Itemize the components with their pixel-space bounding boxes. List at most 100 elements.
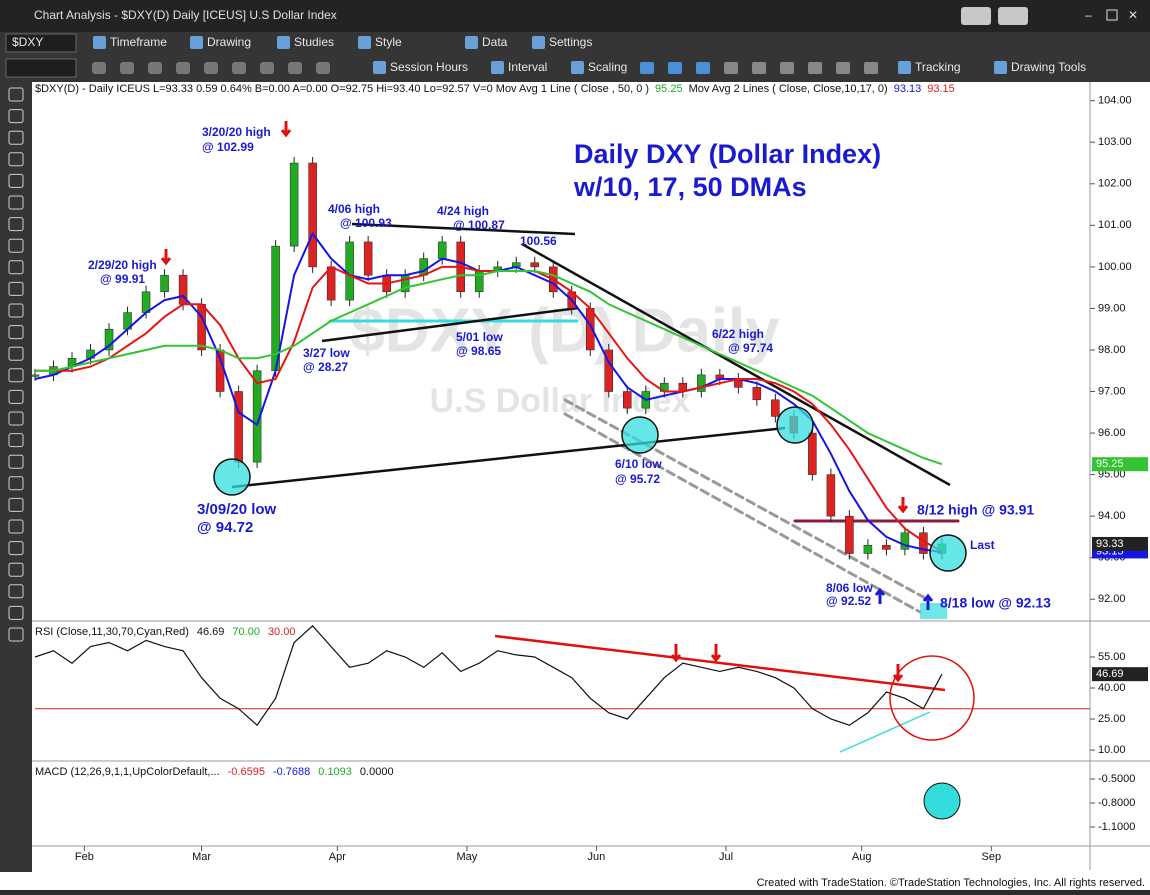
tool-icon[interactable] [8, 260, 24, 275]
y-tick-label: 99.00 [1098, 302, 1126, 314]
toolbar-button[interactable]: Drawing Tools [1011, 60, 1086, 74]
candle [326, 266, 336, 301]
tool-icon[interactable] [8, 541, 24, 556]
candle [104, 328, 114, 351]
status-value: 95.25 [655, 83, 683, 95]
toolbar-icon[interactable] [120, 62, 134, 74]
candle [345, 241, 354, 301]
toolbar-icon[interactable] [148, 62, 162, 74]
toolbar-button[interactable]: Studies [294, 35, 334, 49]
symbol-box[interactable] [5, 33, 77, 53]
tool-icon[interactable] [8, 346, 24, 361]
toolbar-icon[interactable] [752, 62, 766, 74]
tool-icon[interactable] [8, 281, 24, 296]
study-header: MACD (12,26,9,1,1,UpColorDefault,... [35, 766, 220, 778]
tool-icon[interactable] [8, 562, 24, 577]
chart-subtitle: w/10, 17, 50 DMAs [573, 172, 807, 202]
rsi-support-line [839, 711, 931, 753]
toolbar-button[interactable]: Tracking [915, 60, 961, 74]
y-tick-label: 104.00 [1098, 95, 1132, 107]
toolbar-button[interactable]: Interval [508, 60, 547, 74]
tool-icon[interactable] [8, 130, 24, 145]
link-button[interactable] [961, 7, 991, 25]
highlight-circle [889, 655, 975, 741]
candle [437, 241, 447, 259]
toolbar-button[interactable]: Scaling [588, 60, 627, 74]
tool-icon[interactable] [8, 87, 24, 102]
toolbar-button[interactable]: Settings [549, 35, 592, 49]
x-tick-label: Aug [852, 851, 872, 863]
close[interactable]: ✕ [1128, 8, 1138, 22]
toolbar-button[interactable]: Drawing [207, 35, 251, 49]
x-tick-label: Jun [588, 851, 606, 863]
candle [30, 374, 40, 377]
tool-icon[interactable] [8, 238, 24, 253]
toolbar-icon[interactable] [808, 62, 822, 74]
candle [289, 162, 299, 247]
toolbar-button[interactable]: Session Hours [390, 60, 468, 74]
y-tick-label: -0.8000 [1098, 797, 1135, 809]
toolbar-icon[interactable] [864, 62, 878, 74]
annotation: @ 100.87 [453, 218, 505, 232]
last-price-label: 95.25 [1096, 458, 1124, 470]
last-value-label: 46.69 [1096, 668, 1124, 680]
arrow [160, 249, 172, 266]
annotation: @ 102.99 [202, 140, 254, 154]
study-value: 0.1093 [318, 766, 352, 778]
annotation: 2/29/20 high [88, 258, 157, 272]
tool-icon[interactable] [8, 519, 24, 534]
tool-icon[interactable] [8, 109, 24, 124]
toolbar-button[interactable]: Timeframe [110, 35, 167, 49]
candle [808, 432, 817, 475]
maximize[interactable] [1106, 9, 1118, 21]
toolbar-icon[interactable] [836, 62, 850, 74]
tool-icon[interactable] [8, 389, 24, 404]
toolbar-icon[interactable] [724, 62, 738, 74]
tool-icon[interactable] [8, 476, 24, 491]
tool-icon[interactable] [8, 368, 24, 383]
annotation: @ 97.74 [728, 341, 773, 355]
y-tick-label: 103.00 [1098, 136, 1132, 148]
annotation: 4/06 high [328, 202, 380, 216]
tool-icon[interactable] [8, 217, 24, 232]
toolbar-icon[interactable] [232, 62, 246, 74]
toolbar-icon[interactable] [176, 62, 190, 74]
toolbar-icon[interactable] [696, 62, 710, 74]
highlight-circle [923, 782, 961, 820]
trend-line [321, 306, 579, 343]
toolbar-icon [532, 36, 545, 49]
toolbar-button[interactable]: Style [375, 35, 402, 49]
status-value: 93.15 [927, 83, 955, 95]
tool-icon[interactable] [8, 195, 24, 210]
toolbar-icon[interactable] [668, 62, 682, 74]
tool-icon[interactable] [8, 497, 24, 512]
minimize[interactable]: – [1085, 8, 1092, 22]
candle [845, 515, 854, 554]
y-tick-label: 95.00 [1098, 469, 1126, 481]
toolbar-icon[interactable] [316, 62, 330, 74]
tool-icon[interactable] [8, 454, 24, 469]
tool-icon[interactable] [8, 325, 24, 340]
tool-icon[interactable] [8, 627, 24, 642]
candle [752, 387, 762, 401]
toolbar-icon[interactable] [640, 62, 654, 74]
grid-button[interactable] [998, 7, 1028, 25]
toolbar-icon[interactable] [780, 62, 794, 74]
tool-icon[interactable] [8, 411, 24, 426]
annotation: 8/06 low [826, 581, 873, 595]
tool-icon[interactable] [8, 152, 24, 167]
toolbar-icon[interactable] [204, 62, 218, 74]
tool-icon[interactable] [8, 433, 24, 448]
toolbar-button[interactable]: Data [482, 35, 508, 49]
tool-icon[interactable] [8, 173, 24, 188]
x-tick-label: Jul [719, 851, 733, 863]
candle [771, 399, 780, 417]
toolbar-icon[interactable] [288, 62, 302, 74]
tool-icon[interactable] [8, 605, 24, 620]
tool-icon[interactable] [8, 584, 24, 599]
interval-box[interactable] [5, 58, 77, 78]
tool-icon[interactable] [8, 303, 24, 318]
toolbar-icon[interactable] [260, 62, 274, 74]
toolbar-icon[interactable] [92, 62, 106, 74]
